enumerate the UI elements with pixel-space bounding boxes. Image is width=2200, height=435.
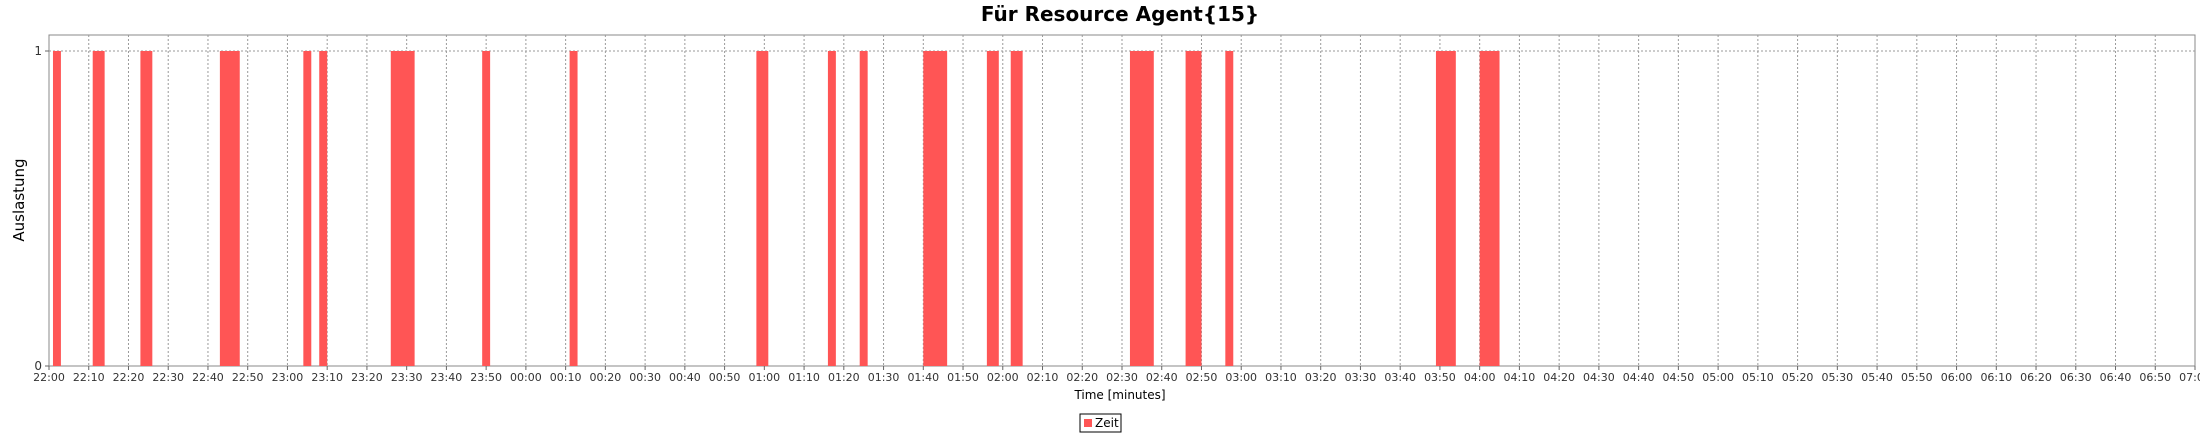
x-tick-label: 01:20 <box>828 371 860 384</box>
bar <box>52 51 61 366</box>
x-tick-label: 00:40 <box>669 371 701 384</box>
x-tick-label: 04:40 <box>1623 371 1655 384</box>
x-tick-label: 01:50 <box>947 371 979 384</box>
x-tick-label: 23:40 <box>431 371 463 384</box>
x-tick-label: 06:10 <box>1980 371 2012 384</box>
x-tick-label: 04:20 <box>1543 371 1575 384</box>
bar <box>1129 51 1154 366</box>
x-tick-label: 03:00 <box>1225 371 1257 384</box>
x-tick-label: 04:00 <box>1464 371 1496 384</box>
x-tick-label: 05:40 <box>1861 371 1893 384</box>
x-tick-label: 00:30 <box>629 371 661 384</box>
bar <box>92 51 105 366</box>
bar <box>1435 51 1456 366</box>
bar <box>859 51 868 366</box>
y-axis-label: Auslastung <box>10 158 28 241</box>
x-tick-label: 02:20 <box>1066 371 1098 384</box>
axes: 22:00 22:10 22:20 22:30 22:40 22:50 23:00 23:10… <box>33 44 2200 384</box>
x-tick-label: 06:40 <box>2100 371 2132 384</box>
x-tick-label: 02:10 <box>1027 371 1059 384</box>
bar <box>827 51 836 366</box>
x-tick-label: 06:00 <box>1941 371 1973 384</box>
x-tick-label: 07:00 <box>2179 371 2200 384</box>
bar <box>390 51 415 366</box>
bar <box>482 51 491 366</box>
legend-swatch <box>1084 419 1092 427</box>
x-tick-label: 00:20 <box>590 371 622 384</box>
bar <box>1479 51 1500 366</box>
x-tick-label: 03:40 <box>1384 371 1416 384</box>
legend: Zeit <box>1079 413 1122 433</box>
x-tick-label: 01:00 <box>748 371 780 384</box>
x-tick-label: 00:00 <box>510 371 542 384</box>
bar-series <box>52 51 1500 366</box>
x-tick-label: 00:10 <box>550 371 582 384</box>
bar <box>569 51 578 366</box>
x-tick-label: 03:20 <box>1305 371 1337 384</box>
bar <box>303 51 312 366</box>
x-tick-label: 03:30 <box>1345 371 1377 384</box>
bar <box>219 51 240 366</box>
x-tick-label: 04:50 <box>1663 371 1695 384</box>
bar <box>923 51 948 366</box>
x-tick-label: 02:40 <box>1146 371 1178 384</box>
x-tick-label: 22:00 <box>33 371 65 384</box>
x-tick-label: 22:40 <box>192 371 224 384</box>
x-tick-label: 06:20 <box>2020 371 2052 384</box>
x-tick-label: 06:30 <box>2060 371 2092 384</box>
x-tick-label: 03:50 <box>1424 371 1456 384</box>
x-tick-label: 23:50 <box>470 371 502 384</box>
y-tick-label: 1 <box>34 44 42 58</box>
y-tick-label: 0 <box>34 359 42 373</box>
x-tick-label: 06:50 <box>2139 371 2171 384</box>
bar <box>140 51 153 366</box>
x-tick-label: 00:50 <box>709 371 741 384</box>
bar <box>1185 51 1202 366</box>
bar <box>756 51 769 366</box>
x-tick-label: 04:30 <box>1583 371 1615 384</box>
x-tick-label: 04:10 <box>1504 371 1536 384</box>
x-tick-label: 22:20 <box>113 371 145 384</box>
x-tick-label: 23:10 <box>311 371 343 384</box>
x-axis-label: Time [minutes] <box>1073 388 1165 402</box>
x-tick-label: 23:00 <box>272 371 304 384</box>
x-tick-label: 01:40 <box>907 371 939 384</box>
x-tick-label: 22:30 <box>152 371 184 384</box>
x-tick-label: 23:30 <box>391 371 423 384</box>
x-tick-label: 05:00 <box>1702 371 1734 384</box>
bar <box>319 51 328 366</box>
chart-title: Für Resource Agent{15} <box>981 2 1259 26</box>
x-tick-label: 05:20 <box>1782 371 1814 384</box>
x-tick-label: 01:10 <box>788 371 820 384</box>
x-tick-label: 01:30 <box>868 371 900 384</box>
x-tick-label: 05:10 <box>1742 371 1774 384</box>
x-tick-label: 03:10 <box>1265 371 1297 384</box>
x-tick-label: 05:50 <box>1901 371 1933 384</box>
x-tick-label: 22:10 <box>73 371 105 384</box>
bar <box>1010 51 1023 366</box>
x-tick-label: 02:50 <box>1186 371 1218 384</box>
x-tick-label: 05:30 <box>1821 371 1853 384</box>
bar <box>1225 51 1234 366</box>
legend-box <box>1079 413 1122 433</box>
legend-label: Zeit <box>1095 416 1119 430</box>
x-tick-label: 23:20 <box>351 371 383 384</box>
x-tick-label: 02:00 <box>987 371 1019 384</box>
x-tick-label: 02:30 <box>1106 371 1138 384</box>
x-tick-label: 22:50 <box>232 371 264 384</box>
bar <box>986 51 999 366</box>
